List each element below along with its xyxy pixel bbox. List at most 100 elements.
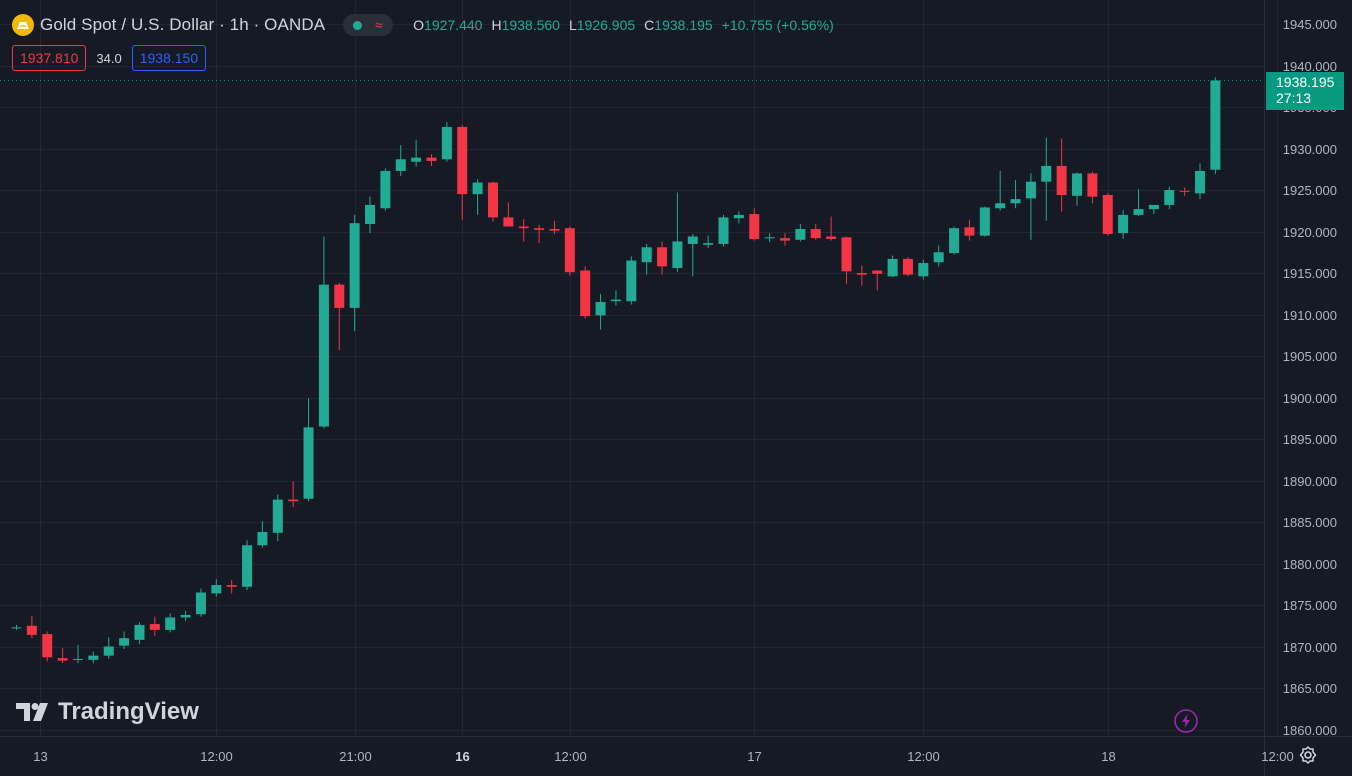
tradingview-logo[interactable]: TradingView xyxy=(16,698,199,726)
candle xyxy=(780,233,790,246)
candle-body xyxy=(856,273,867,275)
high-value: 1938.560 xyxy=(501,17,560,33)
time-tick-label: 21:00 xyxy=(339,749,372,764)
price-axis[interactable]: 1945.0001940.0001935.0001930.0001925.000… xyxy=(1283,17,1337,738)
time-axis[interactable]: 13 12:00 21:00 16 12:00 17 12:00 18 12:00 xyxy=(33,749,1294,764)
time-tick-label: 16 xyxy=(455,749,469,764)
candle-body xyxy=(365,204,376,225)
candle-body xyxy=(1025,181,1036,199)
change-value: +10.755 (+0.56%) xyxy=(721,17,834,33)
market-open-dot-icon xyxy=(353,20,363,30)
candle-body xyxy=(733,214,744,219)
candle-body xyxy=(441,126,452,160)
candle-body xyxy=(1118,214,1129,234)
candle-body xyxy=(595,302,606,316)
candle-body xyxy=(226,585,237,587)
candle xyxy=(918,259,929,280)
sell-price-button[interactable]: 1937.810 xyxy=(12,45,87,71)
time-tick-label: 17 xyxy=(747,749,761,764)
market-status-pill[interactable]: ≈ xyxy=(343,14,394,36)
bar-countdown: 27:13 xyxy=(1276,89,1312,106)
candle-body xyxy=(902,258,913,275)
candle xyxy=(257,521,268,548)
candle xyxy=(949,226,960,255)
candle-body xyxy=(964,227,975,236)
candle-body xyxy=(1087,173,1098,197)
price-tick-label: 1880.000 xyxy=(1283,557,1337,572)
candle-body xyxy=(780,238,790,241)
candle-body xyxy=(826,236,837,239)
candle-body xyxy=(549,229,560,231)
candle xyxy=(72,644,83,664)
candle-body xyxy=(1102,194,1113,234)
candle xyxy=(380,168,391,211)
candle xyxy=(134,622,145,645)
candle xyxy=(487,181,498,222)
candle-body xyxy=(26,625,37,635)
candle xyxy=(195,588,206,617)
candle xyxy=(995,170,1006,211)
candle-body xyxy=(887,258,898,277)
price-tick-label: 1895.000 xyxy=(1283,432,1337,447)
candle-body xyxy=(518,226,529,229)
candle xyxy=(242,540,253,591)
volatility-icon: ≈ xyxy=(375,17,383,33)
candle-body xyxy=(580,270,591,317)
candle-body xyxy=(1056,165,1067,195)
candle xyxy=(610,290,621,306)
candle xyxy=(626,256,637,305)
candle-body xyxy=(657,247,668,267)
candle xyxy=(365,196,376,234)
candle-body xyxy=(703,243,714,245)
candle xyxy=(841,236,852,284)
candle-body xyxy=(749,214,760,239)
buy-price-button[interactable]: 1938.150 xyxy=(131,45,207,71)
candle xyxy=(703,235,714,249)
candle xyxy=(211,579,222,597)
candle xyxy=(180,610,191,621)
candle-body xyxy=(687,236,698,244)
candle xyxy=(933,245,944,267)
candle xyxy=(57,648,68,664)
candle-body xyxy=(672,241,683,269)
symbol-title[interactable]: Gold Spot / U.S. Dollar · 1h · OANDA xyxy=(40,15,326,34)
candle xyxy=(303,398,314,502)
candle-body xyxy=(764,237,775,239)
candle xyxy=(426,154,437,166)
candle xyxy=(472,179,483,215)
price-tick-label: 1905.000 xyxy=(1283,349,1337,364)
candle-body xyxy=(457,126,468,195)
candle xyxy=(1041,137,1052,221)
candle-body xyxy=(795,229,806,240)
candle xyxy=(856,265,867,286)
close-label: C xyxy=(644,17,655,33)
candle-body xyxy=(211,585,222,594)
candle xyxy=(641,243,652,275)
candle xyxy=(902,257,913,277)
gear-icon[interactable] xyxy=(1298,745,1318,765)
candle xyxy=(503,202,514,227)
candle-body xyxy=(472,182,483,195)
candle-body xyxy=(57,658,68,661)
candle-body xyxy=(180,614,191,618)
price-tick-label: 1925.000 xyxy=(1283,183,1337,198)
candle xyxy=(1087,171,1098,204)
candle-body xyxy=(195,592,206,615)
time-tick-label: 13 xyxy=(33,749,47,764)
candle-body xyxy=(42,634,53,658)
candle xyxy=(810,224,821,240)
lightning-icon[interactable] xyxy=(1174,709,1198,733)
candle-body xyxy=(1010,199,1021,204)
candle xyxy=(964,219,975,241)
candle-body xyxy=(149,624,160,630)
close-value: 1938.195 xyxy=(654,17,713,33)
candle xyxy=(979,206,990,237)
candle xyxy=(226,580,237,594)
candle-body xyxy=(995,203,1006,209)
candle-body xyxy=(134,624,145,640)
candle-body xyxy=(1164,190,1175,205)
candle xyxy=(657,241,668,275)
candle xyxy=(349,214,360,332)
candle-body xyxy=(979,207,990,236)
